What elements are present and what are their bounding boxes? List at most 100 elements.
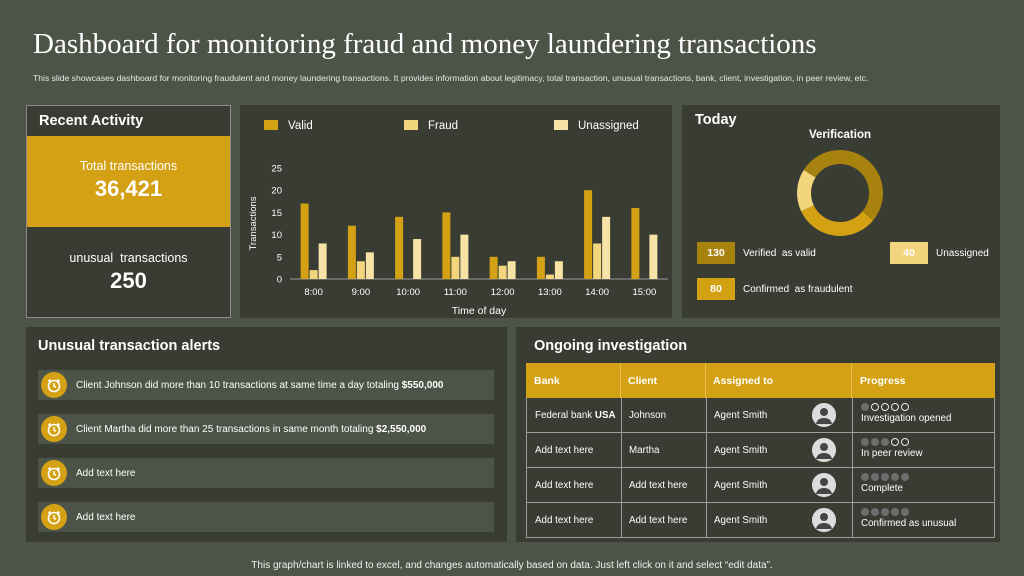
verified-label: Verified as valid [743, 247, 816, 259]
bar-fraud-8:00 [309, 270, 318, 279]
progress-cell: Complete [861, 473, 909, 494]
bar-unassigned-14:00 [602, 216, 611, 279]
progress-cell: In peer review [861, 438, 923, 459]
column-header-client[interactable]: Client [628, 374, 658, 387]
alert-text: Client Johnson did more than 10 transact… [76, 379, 444, 391]
progress-dot [891, 473, 899, 481]
recent-activity-panel: Recent Activity Total transactions 36,42… [26, 105, 231, 318]
table-row: Add text here Add text here Agent Smith Co… [526, 503, 995, 538]
cell-assigned: Agent Smith [714, 444, 768, 456]
unusual-transactions-value: 250 [110, 268, 147, 293]
progress-label: In peer review [861, 448, 923, 459]
progress-dot [881, 438, 889, 446]
bar-unassigned-10:00 [413, 239, 422, 279]
column-header-bank[interactable]: Bank [534, 374, 560, 387]
cell-client: Add text here [629, 514, 688, 526]
bar-valid-10:00 [395, 216, 404, 279]
verification-title: Verification [809, 129, 871, 141]
bar-unassigned-13:00 [554, 261, 563, 279]
bar-unassigned-15:00 [649, 234, 658, 279]
page-title: Dashboard for monitoring fraud and money… [33, 28, 817, 60]
progress-dot [861, 438, 869, 446]
today-panel: Today Verification 130 Verified as valid… [682, 105, 1000, 318]
bar-fraud-11:00 [451, 256, 460, 279]
total-transactions-value: 36,421 [94, 176, 163, 201]
y-tick-label: 25 [271, 164, 282, 175]
bar-valid-12:00 [489, 256, 498, 279]
agent-avatar-icon [812, 508, 836, 532]
alerts-title: Unusual transaction alerts [38, 338, 221, 354]
cell-bank: Federal bank USA [535, 409, 616, 421]
progress-dot [871, 403, 879, 411]
progress-cell: Investigation opened [861, 403, 951, 424]
bar-fraud-14:00 [593, 243, 602, 279]
unassigned-stat: 40 Unassigned [890, 242, 989, 264]
agent-avatar-icon [812, 403, 836, 427]
bar-fraud-12:00 [498, 265, 507, 279]
page-subtitle: This slide showcases dashboard for monit… [33, 73, 869, 83]
column-header-assigned[interactable]: Assigned to [713, 374, 774, 387]
bar-fraud-9:00 [356, 261, 365, 279]
y-tick-label: 15 [271, 208, 282, 219]
bar-valid-15:00 [631, 207, 640, 279]
table-row: Add text here Add text here Agent Smith Co… [526, 468, 995, 503]
cell-bank: Add text here [535, 514, 594, 526]
alert-text: Add text here [76, 467, 136, 479]
x-tick-label: 11:00 [444, 287, 467, 298]
unusual-transactions-label: unusual transactions [69, 251, 188, 265]
cell-client: Johnson [629, 409, 667, 421]
verification-donut-chart[interactable] [792, 145, 888, 241]
progress-dot [891, 403, 899, 411]
progress-dot [891, 508, 899, 516]
cell-client: Martha [629, 444, 660, 456]
cell-assigned: Agent Smith [714, 409, 768, 421]
unusual-transactions-card: unusual transactions 250 [27, 227, 230, 317]
alert-item[interactable]: Client Johnson did more than 10 transact… [38, 370, 494, 400]
legend-label: Valid [288, 120, 313, 132]
legend-label: Fraud [428, 120, 458, 132]
agent-avatar-icon [812, 438, 836, 462]
bar-fraud-13:00 [545, 274, 554, 279]
y-axis-label: Transactions [248, 196, 259, 250]
x-tick-label: 9:00 [352, 287, 371, 298]
bar-valid-9:00 [347, 225, 356, 279]
cell-client: Add text here [629, 479, 688, 491]
investigation-title: Ongoing investigation [534, 338, 688, 354]
cell-bank: Add text here [535, 479, 594, 491]
column-header-progress[interactable]: Progress [860, 374, 906, 387]
total-transactions-label: Total transactions [79, 159, 178, 173]
alarm-clock-icon [41, 460, 67, 486]
bar-unassigned-9:00 [365, 252, 374, 279]
bar-unassigned-11:00 [460, 234, 469, 279]
alert-amount: $2,550,000 [376, 423, 427, 435]
alert-item[interactable]: Add text here [38, 502, 494, 532]
legend-swatch [264, 120, 278, 130]
today-title: Today [695, 112, 737, 128]
progress-dot [901, 473, 909, 481]
unassigned-label: Unassigned [936, 247, 989, 259]
fraud-value: 80 [697, 278, 735, 300]
progress-dot [901, 438, 909, 446]
progress-dots [861, 473, 909, 481]
alert-item[interactable]: Client Martha did more than 25 transacti… [38, 414, 494, 444]
bar-valid-11:00 [442, 212, 451, 279]
unusual-alerts-panel: Unusual transaction alerts Client Johnso… [26, 327, 507, 542]
footer-note: This graph/chart is linked to excel, and… [251, 560, 773, 571]
transactions-bar-chart[interactable]: Valid Fraud Unassigned 0 5 10 15 20 25 Transactio… [240, 105, 672, 318]
x-tick-label: 13:00 [538, 287, 562, 298]
progress-dot [881, 473, 889, 481]
cell-assigned: Agent Smith [714, 479, 768, 491]
x-tick-label: 14:00 [585, 287, 609, 298]
transactions-chart-panel[interactable]: Valid Fraud Unassigned 0 5 10 15 20 25 Transactio… [240, 105, 672, 318]
progress-dot [901, 403, 909, 411]
y-tick-label: 5 [277, 252, 282, 263]
alert-amount: $550,000 [401, 379, 444, 391]
x-tick-label: 8:00 [304, 287, 323, 298]
progress-dot [901, 508, 909, 516]
progress-dot [881, 403, 889, 411]
y-tick-label: 10 [271, 230, 282, 241]
verified-stat: 130 Verified as valid [697, 242, 816, 264]
alert-item[interactable]: Add text here [38, 458, 494, 488]
progress-dot [881, 508, 889, 516]
bar-unassigned-12:00 [507, 261, 516, 279]
